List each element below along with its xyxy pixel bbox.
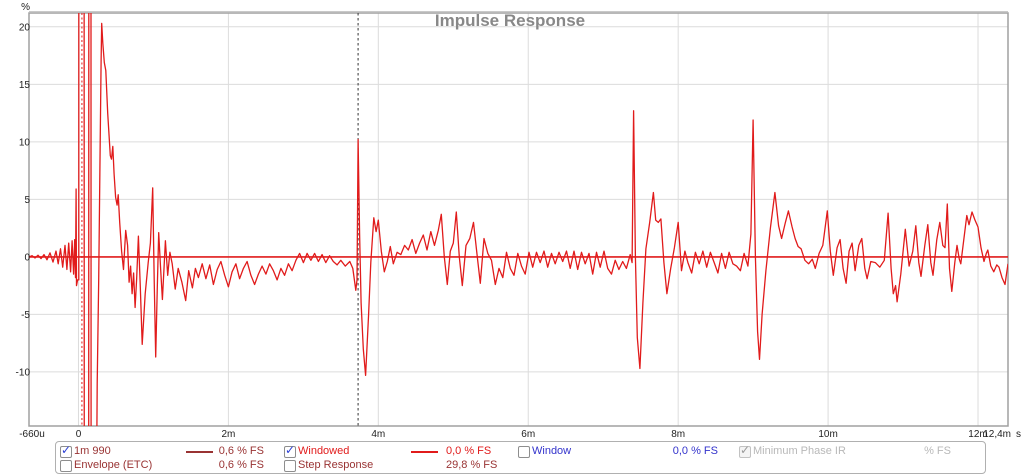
ir-trace-line-sample bbox=[186, 451, 213, 453]
x-axis-unit: s bbox=[1016, 429, 1021, 440]
legend-row-1: ✓ 1m 990 0,6 % FS ✓ Windowed 0,0 % FS ✓ … bbox=[56, 443, 985, 459]
axis-tick-label: 4m bbox=[371, 429, 385, 440]
legend-row-2: ✓ Envelope (ETC) 0,6 % FS ✓ Step Respons… bbox=[56, 459, 985, 473]
check-icon: ✓ bbox=[285, 443, 296, 457]
axis-tick-label: 20 bbox=[19, 22, 31, 33]
chart-title: Impulse Response bbox=[435, 11, 585, 30]
check-icon: ✓ bbox=[61, 443, 72, 457]
windowed-line-sample bbox=[411, 451, 438, 453]
window-checkbox[interactable]: ✓ bbox=[518, 446, 530, 458]
axis-tick-label: 10m bbox=[818, 429, 837, 440]
minimum-phase-checkbox[interactable]: ✓ bbox=[739, 443, 751, 458]
axis-tick-label: 5 bbox=[24, 195, 30, 206]
envelope-value: 0,6 % FS bbox=[218, 459, 264, 471]
envelope-label[interactable]: Envelope (ETC) bbox=[74, 459, 153, 471]
axis-tick-label: 8m bbox=[671, 429, 685, 440]
minimum-phase-value: % FS bbox=[924, 445, 951, 457]
window-value: 0,0 % FS bbox=[672, 445, 718, 457]
axis-tick-label: 0 bbox=[76, 429, 82, 440]
axis-tick-label: 15 bbox=[19, 80, 31, 91]
windowed-checkbox[interactable]: ✓ bbox=[284, 443, 296, 458]
axis-tick-label: -10 bbox=[16, 367, 31, 378]
ir-trace-checkbox[interactable]: ✓ bbox=[60, 443, 72, 458]
step-response-checkbox[interactable]: ✓ bbox=[284, 460, 296, 472]
minimum-phase-label[interactable]: Minimum Phase IR bbox=[753, 445, 846, 457]
ir-trace-label[interactable]: 1m 990 bbox=[74, 445, 111, 457]
check-icon: ✓ bbox=[740, 443, 751, 457]
impulse-trace bbox=[29, 13, 1008, 426]
axis-tick-label: -5 bbox=[21, 310, 30, 321]
envelope-checkbox[interactable]: ✓ bbox=[60, 460, 72, 472]
y-axis-unit: % bbox=[21, 2, 30, 13]
legend-panel: ✓ 1m 990 0,6 % FS ✓ Windowed 0,0 % FS ✓ … bbox=[55, 441, 986, 474]
axis-tick-label: 10 bbox=[19, 137, 31, 148]
impulse-response-chart[interactable]: 20 15 10 5 0 -5 -10% 0 2m 4m 6m 8m 10m 12m -660u 12,4m s… bbox=[0, 0, 1024, 441]
step-response-label[interactable]: Step Response bbox=[298, 459, 374, 471]
x-axis-min-label: -660u bbox=[19, 429, 45, 440]
axis-tick-label: 6m bbox=[521, 429, 535, 440]
x-axis-max-label: 12,4m bbox=[983, 429, 1011, 440]
windowed-label[interactable]: Windowed bbox=[298, 445, 350, 457]
axis-tick-label: 0 bbox=[24, 252, 30, 263]
chart-canvas[interactable]: 20 15 10 5 0 -5 -10% 0 2m 4m 6m 8m 10m 12m -660u 12,4m s… bbox=[0, 0, 1024, 441]
window-label[interactable]: Window bbox=[532, 445, 572, 457]
axis-tick-label: 2m bbox=[221, 429, 235, 440]
ir-trace-value: 0,6 % FS bbox=[218, 445, 264, 457]
step-response-value: 29,8 % FS bbox=[446, 459, 498, 471]
plot-border bbox=[28, 12, 1009, 427]
axis-tick-label: 12m bbox=[968, 429, 987, 440]
windowed-value: 0,0 % FS bbox=[446, 445, 492, 457]
